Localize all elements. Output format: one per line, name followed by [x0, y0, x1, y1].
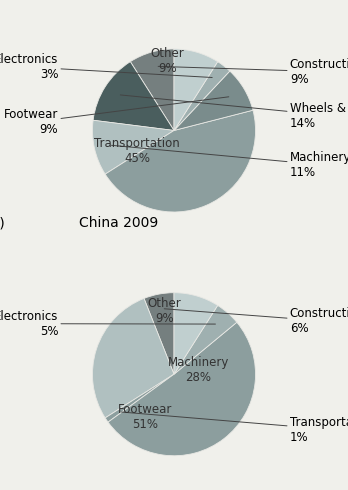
- Wedge shape: [93, 120, 174, 174]
- Text: Wheels & tires
14%: Wheels & tires 14%: [120, 95, 348, 130]
- Text: Electronics
3%: Electronics 3%: [0, 53, 212, 81]
- Text: China 2009: China 2009: [79, 216, 158, 230]
- Wedge shape: [93, 298, 174, 418]
- Wedge shape: [105, 110, 255, 212]
- Text: Other
9%: Other 9%: [147, 296, 181, 325]
- Text: Construction
6%: Construction 6%: [164, 307, 348, 335]
- Text: Transportation
45%: Transportation 45%: [94, 137, 180, 165]
- Wedge shape: [174, 71, 253, 130]
- Wedge shape: [174, 49, 218, 130]
- Wedge shape: [108, 322, 255, 456]
- Text: Machinery
28%: Machinery 28%: [168, 356, 229, 384]
- Text: Electronics
5%: Electronics 5%: [0, 310, 215, 338]
- Wedge shape: [93, 62, 174, 130]
- Text: Machinery
11%: Machinery 11%: [111, 146, 348, 179]
- Wedge shape: [105, 374, 174, 422]
- Wedge shape: [130, 49, 174, 130]
- Wedge shape: [174, 62, 230, 130]
- Text: (b): (b): [0, 216, 5, 230]
- Wedge shape: [144, 293, 174, 374]
- Text: Construction
9%: Construction 9%: [158, 58, 348, 86]
- Wedge shape: [174, 293, 218, 374]
- Text: Other
9%: Other 9%: [151, 47, 184, 75]
- Text: Footwear
51%: Footwear 51%: [118, 403, 173, 431]
- Text: Transportation
1%: Transportation 1%: [121, 412, 348, 443]
- Text: Footwear
9%: Footwear 9%: [4, 97, 229, 136]
- Wedge shape: [174, 305, 237, 374]
